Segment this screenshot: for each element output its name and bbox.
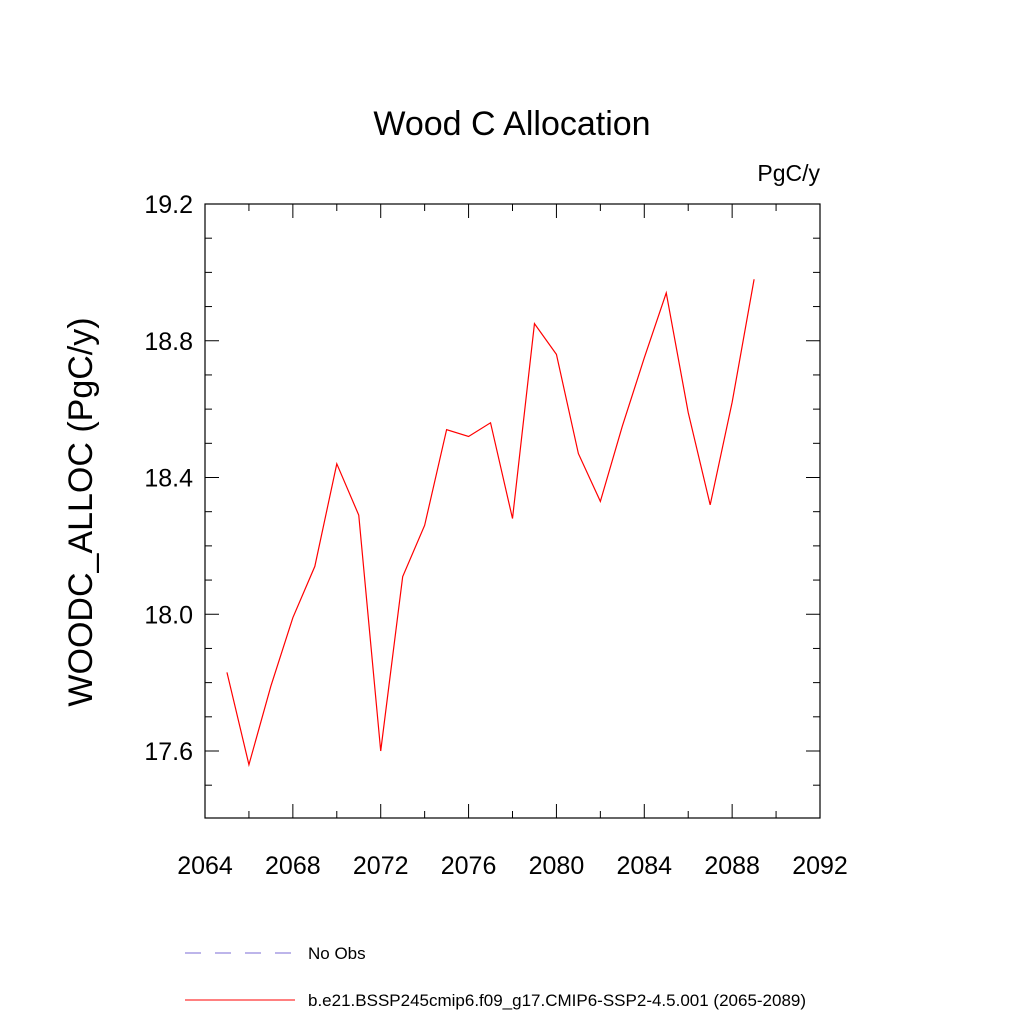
data-point	[732, 402, 733, 403]
data-point	[710, 504, 711, 505]
x-tick-label: 2064	[177, 852, 233, 880]
data-point	[534, 323, 535, 324]
plot-frame	[204, 203, 821, 819]
data-point	[666, 292, 667, 293]
x-tick-label: 2088	[704, 852, 760, 880]
legend-label: No Obs	[308, 944, 366, 963]
data-point	[248, 764, 249, 765]
x-tick-label: 2068	[265, 852, 321, 880]
data-point	[754, 279, 755, 280]
y-tick-label: 18.0	[144, 601, 193, 629]
data-point	[490, 422, 491, 423]
x-tick-label: 2092	[792, 852, 848, 880]
legend-label: b.e21.BSSP245cmip6.f09_g17.CMIP6-SSP2-4.…	[308, 991, 806, 1010]
y-axis-label: WOODC_ALLOC (PgC/y)	[62, 317, 100, 706]
data-point	[336, 463, 337, 464]
data-point	[358, 515, 359, 516]
y-tick-label: 17.6	[144, 738, 193, 766]
x-tick-label: 2072	[353, 852, 409, 880]
data-point	[226, 672, 227, 673]
legend: No Obs b.e21.BSSP245cmip6.f09_g17.CMIP6-S…	[185, 944, 806, 1010]
chart-title: Wood C Allocation	[373, 105, 650, 143]
data-point	[380, 750, 381, 751]
data-point	[314, 566, 315, 567]
y-axis-ticks: 17.6 18.0 18.4 18.8 19.2	[144, 191, 820, 786]
data-point	[644, 357, 645, 358]
data-point	[402, 576, 403, 577]
y-tick-label: 19.2	[144, 191, 193, 219]
data-point	[556, 354, 557, 355]
series-layer	[226, 279, 755, 768]
series-line	[226, 279, 755, 768]
x-tick-label: 2084	[616, 852, 672, 880]
data-point	[578, 453, 579, 454]
data-point	[270, 685, 271, 686]
data-point	[446, 429, 447, 430]
data-point	[622, 426, 623, 427]
data-point	[468, 436, 469, 437]
units-label: PgC/y	[757, 160, 820, 186]
y-tick-label: 18.4	[144, 465, 193, 493]
data-point	[512, 518, 513, 519]
data-point	[688, 412, 689, 413]
data-point	[424, 525, 425, 526]
data-point	[292, 617, 293, 618]
y-tick-label: 18.8	[144, 328, 193, 356]
x-tick-label: 2076	[441, 852, 497, 880]
data-point	[600, 501, 601, 502]
x-tick-label: 2080	[529, 852, 585, 880]
x-axis-ticks: 2064 2068 2072 2076 2080 2084 2088 2092	[177, 204, 848, 880]
